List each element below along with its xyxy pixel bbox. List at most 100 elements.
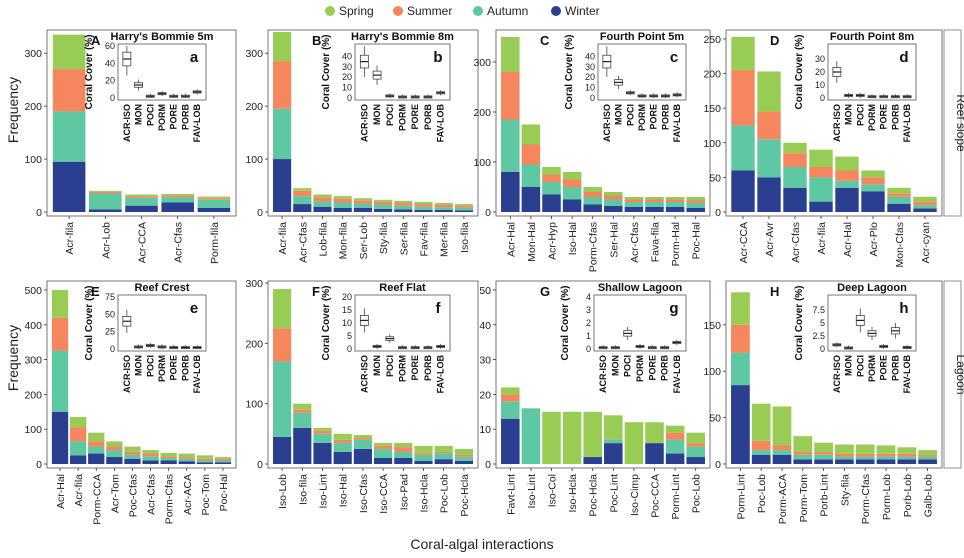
y-tick-label: 200 [473,107,491,119]
bar-segment-summer [196,458,213,461]
y-axis-label-top: Frequency [5,77,21,143]
x-tick-label: Mon-Hal [526,222,538,262]
bar-segment-spring [501,387,520,395]
inset-x-tick-label: PORE [879,355,889,381]
x-tick-label: Porm-Cfas [164,474,176,524]
bar-segment-spring [562,411,582,464]
legend-swatch-winter [551,6,561,16]
bar-segment-summer [521,144,541,165]
y-tick-label: 200 [245,101,263,113]
bar-segment-summer [293,409,312,413]
inset-y-tick-label: 20 [342,292,352,302]
bar-segment-spring [814,442,833,452]
inset-b: Harry's Bommie 8m b Coral Cover (%) 0102030… [321,31,454,142]
x-tick-label: Porb-Lob [902,474,914,517]
bar-segment-autumn [686,446,705,458]
inset-x-tick-label: PORB [660,104,670,131]
inset-letter: a [190,49,199,66]
x-tick-label: Acr-Cfas [173,222,185,263]
bar-segment-summer [414,453,433,455]
bar-segment-winter [313,442,332,464]
bar-segment-spring [414,201,433,205]
inset-frame [117,294,207,352]
inset-x-tick-label: PORM [637,104,647,131]
bar-segment-summer [197,198,231,200]
bar-segment-spring [196,455,213,459]
bar-segment-spring [897,447,917,454]
inset-f: Reef Flat f Coral Cover (%) 0 5 10 15 20 ACR-ISO… [321,282,451,393]
bar-segment-autumn [783,167,807,188]
bar-segment-autumn [793,454,813,460]
x-tick-label: Sty-fila [839,474,851,506]
x-tick-label: Iso-Hcla [567,474,579,513]
bar-segment-summer [178,457,195,459]
bar-segment-summer [887,193,911,197]
inset-title: Shallow Lagoon [598,282,683,294]
bar-segment-autumn [333,442,352,452]
y-tick-label: 50 [709,413,721,425]
bar-segment-spring [731,36,755,71]
bar-segment-autumn [876,456,896,460]
inset-y-label: Coral Cover (%) [84,285,95,360]
bar-segment-summer [293,190,312,197]
inset-letter: h [899,300,908,317]
bar-segment-summer [757,111,781,140]
y-tick-label: 300 [245,48,263,60]
x-tick-label: Iso-CCA [378,474,390,514]
bar-segment-winter [542,194,561,212]
bar-segment-summer [645,199,664,202]
x-tick-label: Iso-Lint [318,474,330,509]
bar-segment-winter [414,209,433,212]
x-tick-label: Acr-Cfas [629,222,641,263]
bar-segment-autumn [70,441,87,456]
inset-x-tick-label: PORB [890,104,900,131]
x-tick-label: Lob-fila [318,222,330,257]
y-tick-label: 0 [715,207,721,219]
bar-segment-autumn [897,456,917,460]
x-tick-label: Poc-Tom [200,474,212,516]
bar-segment-summer [142,453,159,457]
row-strips: Reef slope Lagoon [943,29,964,469]
bar-segment-winter [876,459,896,464]
bar-segment-summer [913,201,937,206]
bar-segment-winter [583,204,602,212]
bar-segment-autumn [887,196,911,204]
bar-segment-winter [414,460,433,464]
bar-segment-winter [374,208,393,212]
inset-x-tick-label: MON [610,355,620,376]
x-axis-label: Coral-algal interactions [410,536,553,552]
x-tick-label: Porm-CCA [91,474,103,525]
bar-segment-summer [855,453,875,457]
bar-segment-summer [313,197,332,202]
x-tick-label: Porm-Tom [798,474,810,523]
inset-frame [117,43,207,101]
bar-segment-winter [835,187,859,212]
bar-segment-summer [731,70,755,126]
x-tick-label: Poc-Lob [439,474,451,513]
y-tick-label: 40 [479,320,491,332]
y-tick-label: 20 [479,389,491,401]
bar-segment-summer [161,195,194,198]
bar-segment-autumn [913,205,937,209]
bar-segment-spring [454,448,473,455]
bar-segment-autumn [855,456,875,460]
inset-y-label: Coral Cover (%) [564,34,575,109]
x-tick-label: Acr-cyan [920,222,932,264]
inset-y-tick-label: 0 [347,93,352,103]
bar-segment-autumn [214,460,232,463]
bar-segment-spring [142,450,159,454]
bar-segment-autumn [454,207,473,211]
bar-segment-winter [353,448,372,464]
inset-x-tick-label: FAV-LOB [902,104,912,143]
x-tick-label: Acr-Avr [764,222,776,257]
bar-segment-autumn [686,203,705,208]
inset-x-tick-label: MON [614,104,624,125]
bar-segment-summer [604,195,623,200]
inset-y-tick-label: 0 [110,93,115,103]
legend-swatch-spring [325,6,335,16]
inset-y-tick-label: 40 [105,58,115,68]
bar-segment-summer [414,204,433,207]
x-tick-label: Mon-fila [338,222,350,260]
bar-segment-summer [861,177,885,185]
